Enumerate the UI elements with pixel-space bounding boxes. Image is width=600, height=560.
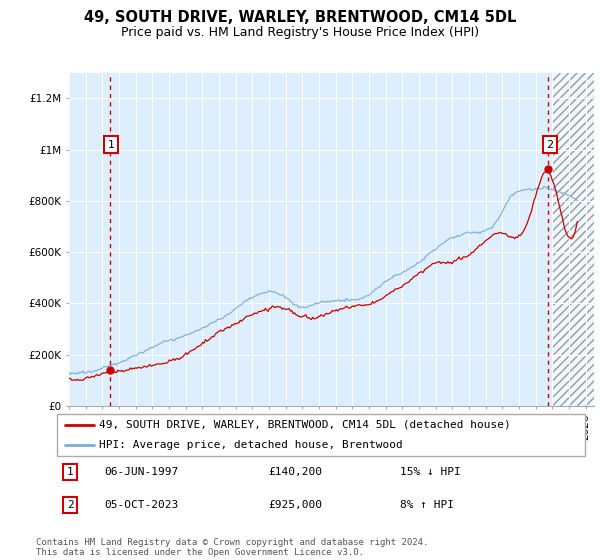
- Text: 49, SOUTH DRIVE, WARLEY, BRENTWOOD, CM14 5DL (detached house): 49, SOUTH DRIVE, WARLEY, BRENTWOOD, CM14…: [99, 420, 511, 430]
- Text: 2: 2: [546, 139, 553, 150]
- Text: 15% ↓ HPI: 15% ↓ HPI: [400, 467, 461, 477]
- Text: 1: 1: [108, 139, 115, 150]
- Text: Contains HM Land Registry data © Crown copyright and database right 2024.
This d: Contains HM Land Registry data © Crown c…: [36, 538, 428, 557]
- Text: 05-OCT-2023: 05-OCT-2023: [104, 500, 179, 510]
- Text: £140,200: £140,200: [268, 467, 322, 477]
- Text: 8% ↑ HPI: 8% ↑ HPI: [400, 500, 454, 510]
- Text: 49, SOUTH DRIVE, WARLEY, BRENTWOOD, CM14 5DL: 49, SOUTH DRIVE, WARLEY, BRENTWOOD, CM14…: [84, 10, 516, 25]
- FancyBboxPatch shape: [57, 414, 585, 456]
- Text: £925,000: £925,000: [268, 500, 322, 510]
- Text: 06-JUN-1997: 06-JUN-1997: [104, 467, 179, 477]
- Text: 2: 2: [67, 500, 74, 510]
- Text: 1: 1: [67, 467, 74, 477]
- Bar: [553, 73, 600, 406]
- Text: Price paid vs. HM Land Registry's House Price Index (HPI): Price paid vs. HM Land Registry's House …: [121, 26, 479, 39]
- Bar: [553, 73, 600, 406]
- Text: HPI: Average price, detached house, Brentwood: HPI: Average price, detached house, Bren…: [99, 440, 403, 450]
